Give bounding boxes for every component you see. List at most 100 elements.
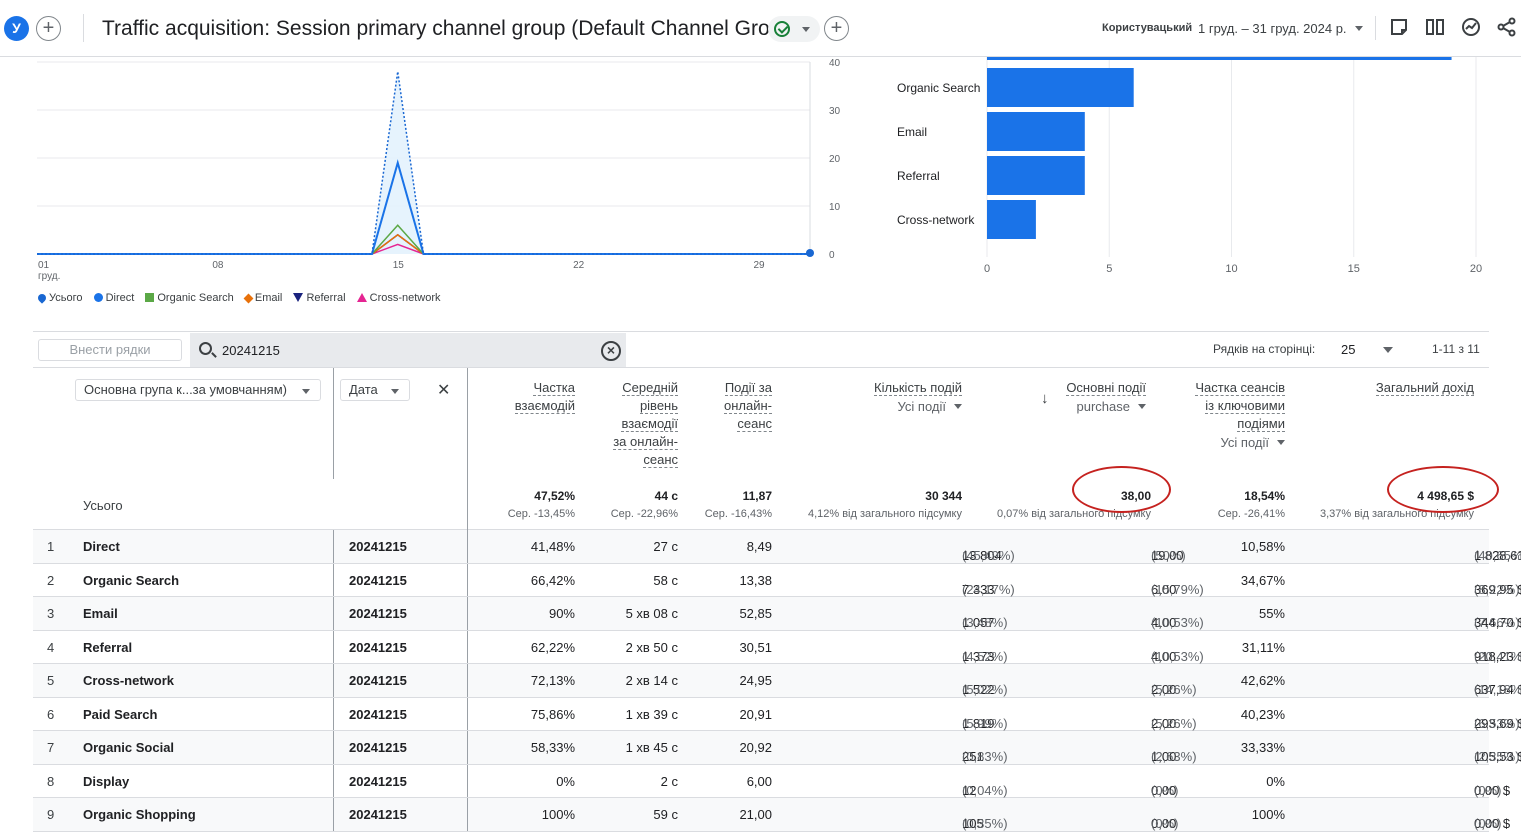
column-divider	[467, 697, 468, 730]
revenue-value: 293,69 $	[1474, 715, 1521, 731]
channel-cell[interactable]: Organic Social	[83, 740, 175, 755]
metric-cell: 40,23%	[1240, 706, 1285, 722]
channel-cell[interactable]: Referral	[83, 639, 133, 655]
revenue-percent: (0%)	[1474, 782, 1502, 798]
metric-cell: 100%	[541, 807, 575, 822]
channel-cell[interactable]: Paid Search	[83, 706, 158, 722]
report-status-dropdown[interactable]	[768, 16, 820, 42]
pin-icon	[36, 292, 48, 304]
add-comparison-button[interactable]: +	[36, 16, 61, 41]
rows-chevron-down-icon[interactable]	[1383, 347, 1393, 353]
metric-cell: 10,58%	[1240, 539, 1285, 554]
table-row[interactable]: 3 Email 20241215 90% 5 хв 08 с 52,85 1 057 (3,…	[33, 597, 1521, 631]
events-percent: (0,04%)	[962, 782, 1008, 798]
metric-header-events-per-session[interactable]: Події за онлайн- сеанс	[724, 379, 772, 433]
channel-cell[interactable]: Email	[83, 606, 118, 621]
date-cell: 20241215	[349, 807, 407, 822]
compare-icon[interactable]	[1424, 16, 1446, 38]
event-filter-select[interactable]: Усі події	[874, 398, 962, 416]
legend-label: Organic Search	[157, 292, 234, 304]
metric-cell: 52,85	[739, 606, 772, 621]
avatar[interactable]: У	[4, 16, 29, 41]
metric-cell: 72,13%	[530, 673, 575, 688]
date-range[interactable]: 1 груд. – 31 груд. 2024 р.	[1198, 21, 1347, 36]
x-tick-label: 15	[393, 260, 405, 271]
key-events-percent: (50%)	[1151, 548, 1186, 563]
clear-search-icon[interactable]: ×	[601, 341, 621, 361]
channel-cell[interactable]: Direct	[83, 539, 120, 554]
legend-item-direct[interactable]: Direct	[93, 292, 134, 304]
channel-cell[interactable]: Organic Search	[83, 572, 180, 588]
metric-cell: 2 хв 50 с	[625, 639, 678, 655]
column-divider	[333, 798, 334, 831]
metric-header-engagement-rate[interactable]: Частка взаємодій	[514, 379, 575, 415]
remove-dimension-icon[interactable]: ✕	[437, 382, 451, 399]
metric-header-total-revenue[interactable]: Загальний дохід	[1375, 379, 1474, 397]
share-icon[interactable]	[1496, 16, 1518, 38]
secondary-dimension-select[interactable]: Дата	[340, 379, 410, 401]
revenue-percent: (6,53%)	[1474, 715, 1520, 731]
total-end-marker	[806, 249, 814, 257]
rows-per-page-select[interactable]: 25	[1341, 342, 1356, 357]
y-tick-label: 40	[829, 58, 841, 69]
metric-header-avg-engagement[interactable]: Середній рівень взаємодії за онлайн- сеа…	[613, 379, 678, 469]
chevron-down-icon	[954, 404, 962, 409]
total-sub: Сер. -26,41%	[1217, 508, 1285, 520]
revenue-percent: (7,66%)	[1474, 615, 1520, 630]
total-sub: Сер. -22,96%	[610, 508, 678, 520]
table-row[interactable]: 4 Referral 20241215 62,22% 2 хв 50 с 30,51 1 3…	[33, 630, 1521, 664]
legend-item-email[interactable]: Email	[243, 292, 282, 304]
rate-event-filter-select[interactable]: Усі події	[1195, 434, 1285, 452]
table-row[interactable]: 7 Organic Social 20241215 58,33% 1 хв 45 с 20…	[33, 731, 1521, 765]
metric-header-session-key-event-rate[interactable]: Частка сеансів із ключовими подіями Усі …	[1195, 379, 1285, 452]
search-box[interactable]: ×	[190, 333, 626, 368]
table-row[interactable]: 9 Organic Shopping 20241215 100% 59 с 21,00 10…	[33, 798, 1510, 832]
key-events-value: 4,00	[1151, 615, 1177, 630]
bar-email	[987, 112, 1085, 151]
table-row[interactable]: 1 Direct 20241215 41,48% 27 с 8,49 13 804 (45,…	[33, 530, 1521, 564]
note-icon[interactable]	[1388, 16, 1410, 38]
metric-cell: 31,11%	[1241, 639, 1285, 655]
date-cell: 20241215	[349, 606, 407, 621]
legend-item-total[interactable]: Усього	[36, 292, 83, 304]
table-row[interactable]: 8 Display 20241215 0% 2 с 6,00 12 (0,04%) 0,00 …	[33, 764, 1510, 798]
bar-chart: 0 5 10 15 20 Organic Search Email Referral Cross…	[897, 57, 1482, 275]
channel-cell[interactable]: Organic Shopping	[83, 807, 196, 822]
channel-cell[interactable]: Display	[83, 773, 130, 789]
search-input[interactable]	[222, 343, 592, 358]
key-event-filter-select[interactable]: purchase	[1066, 398, 1146, 416]
event-filter-label: purchase	[1076, 399, 1130, 414]
primary-dimension-select[interactable]: Основна група к...за умовчанням)	[75, 379, 321, 401]
legend-item-cross-network[interactable]: Cross-network	[356, 292, 441, 304]
column-divider	[467, 731, 468, 764]
diamond-icon	[243, 293, 254, 304]
date-cell: 20241215	[349, 639, 407, 655]
legend-item-organic-search[interactable]: Organic Search	[145, 292, 234, 304]
table-row[interactable]: 2 Organic Search 20241215 66,42% 58 с 13,38 7 …	[33, 563, 1521, 597]
metric-cell: 21,00	[739, 807, 772, 822]
revenue-percent: (14,18%)	[1474, 682, 1521, 697]
x-tick-label: 08	[212, 260, 224, 271]
date-chevron-down-icon[interactable]	[1355, 26, 1363, 31]
revenue-value: 0,00 $	[1474, 816, 1511, 831]
table-row[interactable]: 6 Paid Search 20241215 75,86% 1 хв 39 с 20,91…	[33, 697, 1521, 731]
date-custom-label[interactable]: Користувацький	[1102, 22, 1193, 34]
x-tick-sublabel: груд.	[38, 271, 60, 282]
insights-icon[interactable]	[1460, 16, 1482, 38]
square-icon	[145, 293, 155, 302]
channel-cell[interactable]: Cross-network	[83, 673, 175, 688]
add-rows-button[interactable]: Внести рядки	[38, 339, 182, 361]
total-sub: Сер. -16,43%	[704, 508, 772, 520]
metric-cell: 1 хв 39 с	[625, 706, 678, 722]
chevron-down-icon	[802, 27, 810, 32]
total-sub: 4,12% від загального підсумку	[807, 508, 962, 520]
add-filter-button[interactable]: +	[824, 16, 849, 41]
metric-header-event-count[interactable]: Кількість подій Усі події	[874, 379, 962, 416]
key-events-percent: (5,26%)	[1151, 682, 1197, 697]
legend-item-referral[interactable]: Referral	[293, 292, 346, 304]
metric-header-key-events[interactable]: Основні події purchase	[1066, 379, 1146, 416]
divider	[83, 14, 84, 42]
sort-descending-icon[interactable]: ↓	[1041, 390, 1049, 407]
table-row[interactable]: 5 Cross-network 20241215 72,13% 2 хв 14 с 24,…	[33, 664, 1521, 698]
metric-cell: 20,92	[739, 740, 772, 755]
